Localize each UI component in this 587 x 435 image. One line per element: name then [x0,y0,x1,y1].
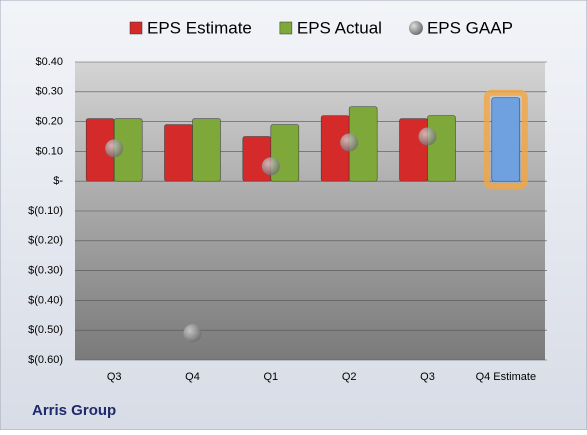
bar [427,115,456,182]
gaap-marker [183,324,202,343]
gaap-marker [261,157,280,176]
x-tick-label: Q1 [263,371,278,383]
bar-glow [483,89,528,190]
y-tick-label: $0.40 [35,56,63,68]
y-tick-label: $0.10 [35,145,63,157]
y-tick-label: $(0.10) [28,205,63,217]
y-tick-label: $(0.50) [28,324,63,336]
legend-swatch [279,21,293,35]
y-tick-label: $0.20 [35,116,63,128]
bar [164,124,193,182]
gaap-marker [105,139,124,158]
y-tick-label: $(0.20) [28,235,63,247]
x-tick-label: Q3 [420,371,435,383]
gaap-marker [340,133,359,152]
legend-label: EPS GAAP [427,18,513,37]
bar [399,118,428,182]
bar [491,97,521,182]
gaap-marker [418,127,437,146]
y-tick-label: $(0.40) [28,294,63,306]
y-tick-label: $(0.60) [28,354,63,366]
legend-swatch [408,21,423,35]
x-tick-label: Q2 [342,371,357,383]
bar [192,118,221,182]
legend-swatch [129,21,143,35]
legend-label: EPS Estimate [147,18,252,37]
y-tick-label: $(0.30) [28,265,63,277]
y-tick-label: $0.30 [35,86,63,98]
y-tick-label: $- [53,175,63,187]
x-tick-label: Q3 [107,371,122,383]
x-tick-label: Q4 Estimate [476,371,537,383]
x-tick-label: Q4 [185,371,200,383]
legend-label: EPS Actual [297,18,382,37]
chart-title: Arris Group [32,402,116,419]
